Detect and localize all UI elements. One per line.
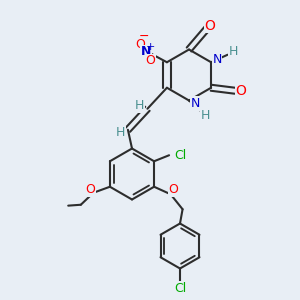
Text: H: H [201, 109, 210, 122]
Text: O: O [85, 183, 95, 196]
Text: H: H [229, 45, 238, 58]
Text: Cl: Cl [174, 281, 186, 295]
Text: O: O [205, 19, 215, 32]
Text: −: − [139, 30, 150, 43]
Text: O: O [135, 38, 145, 51]
Text: N: N [141, 45, 151, 58]
Text: N: N [190, 97, 200, 110]
Text: H: H [116, 126, 125, 139]
Text: O: O [146, 54, 155, 67]
Text: N: N [212, 53, 222, 66]
Text: O: O [169, 183, 178, 196]
Text: H: H [135, 99, 145, 112]
Text: O: O [236, 84, 247, 98]
Text: Cl: Cl [174, 149, 187, 162]
Text: +: + [146, 42, 155, 52]
